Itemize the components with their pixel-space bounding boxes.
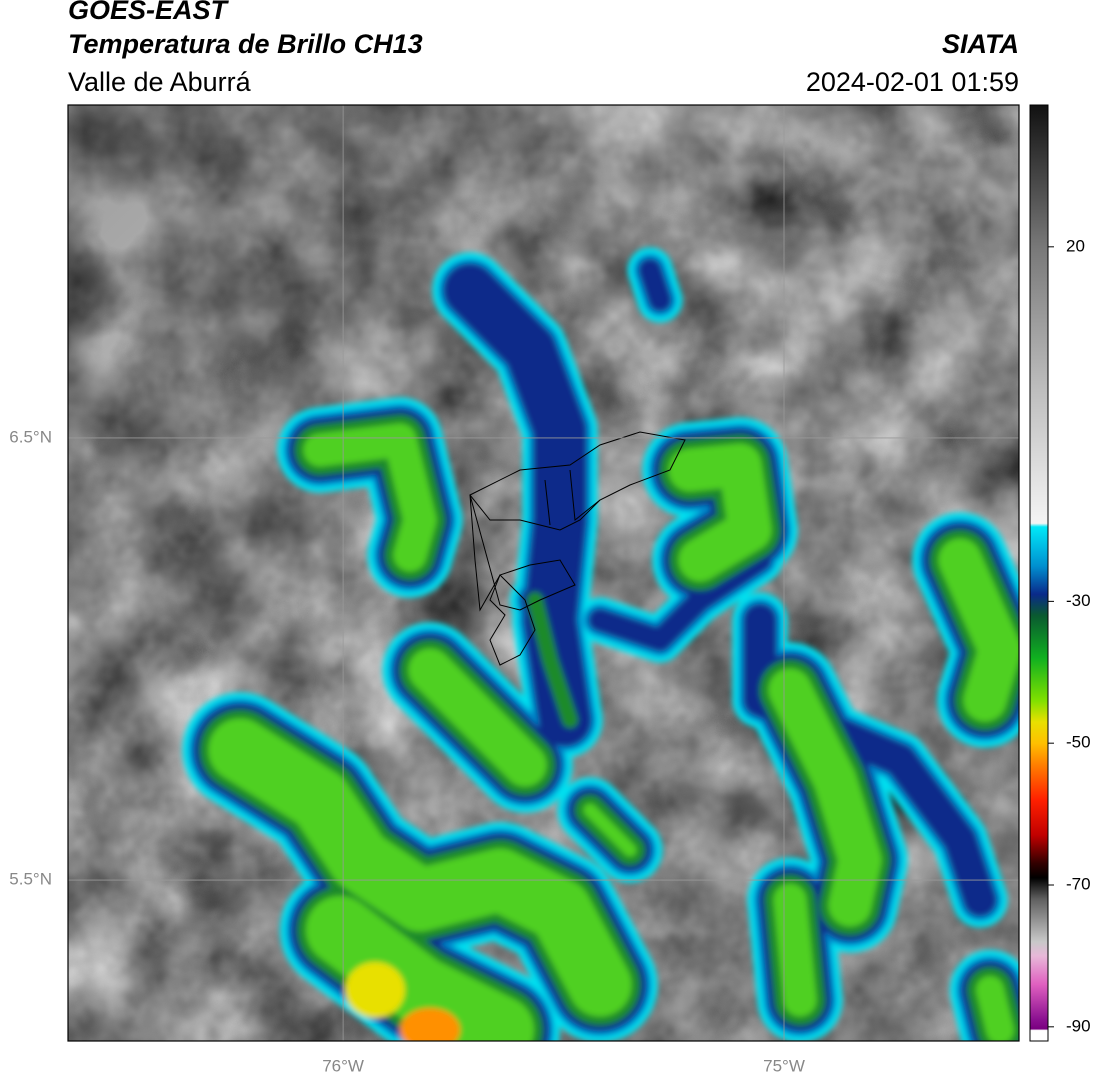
agency: SIATA bbox=[942, 29, 1019, 59]
lon-label: 75°W bbox=[763, 1056, 805, 1075]
cloud-contour bbox=[743, 603, 997, 917]
colorbar-tick-label: -70 bbox=[1066, 874, 1091, 893]
cloud-tops bbox=[182, 247, 1019, 1041]
graticule bbox=[68, 105, 1019, 1041]
cloud-contour bbox=[408, 648, 547, 787]
cloud-contour bbox=[938, 538, 1019, 722]
lon-label: 76°W bbox=[322, 1056, 364, 1075]
cloud-contour bbox=[306, 896, 534, 1041]
cloud-contour bbox=[527, 592, 578, 728]
subtitle: Temperatura de Brillo CH13 bbox=[68, 29, 423, 59]
cloud-contour bbox=[583, 803, 637, 857]
boundaries bbox=[469, 431, 686, 666]
cloud-contour bbox=[588, 548, 772, 652]
colorbar-tick-label: -30 bbox=[1066, 591, 1091, 610]
region: Valle de Aburrá bbox=[68, 67, 252, 97]
datetime: 2024-02-01 01:59 bbox=[806, 67, 1019, 97]
lat-label: 5.5°N bbox=[9, 870, 52, 889]
cloud-contour bbox=[768, 668, 882, 927]
colorbar-tick-label: -50 bbox=[1066, 733, 1091, 752]
colorbar-tick-label: -90 bbox=[1066, 1016, 1091, 1035]
cloud-contour bbox=[773, 883, 817, 1017]
cloud-contour bbox=[303, 423, 437, 572]
map-frame bbox=[67, 104, 1020, 1042]
lat-label: 6.5°N bbox=[9, 427, 52, 446]
geo-labels: 76°W 75°W 6.5°N 5.5°N bbox=[9, 427, 805, 1075]
cloud-contour bbox=[208, 718, 632, 1017]
colorbar-fill bbox=[1029, 104, 1049, 1042]
cloud-contour bbox=[976, 976, 1014, 1041]
title: GOES-EAST bbox=[68, 0, 230, 25]
cold-core bbox=[400, 1008, 460, 1041]
cloud-contour bbox=[638, 258, 672, 312]
colorbar-tick-label: 20 bbox=[1066, 236, 1085, 255]
cold-core bbox=[345, 962, 405, 1018]
satellite-image bbox=[68, 105, 1019, 1041]
cloud-contour bbox=[668, 443, 772, 582]
colorbar: 20 -30 -50 -70 -90 bbox=[1029, 104, 1091, 1042]
